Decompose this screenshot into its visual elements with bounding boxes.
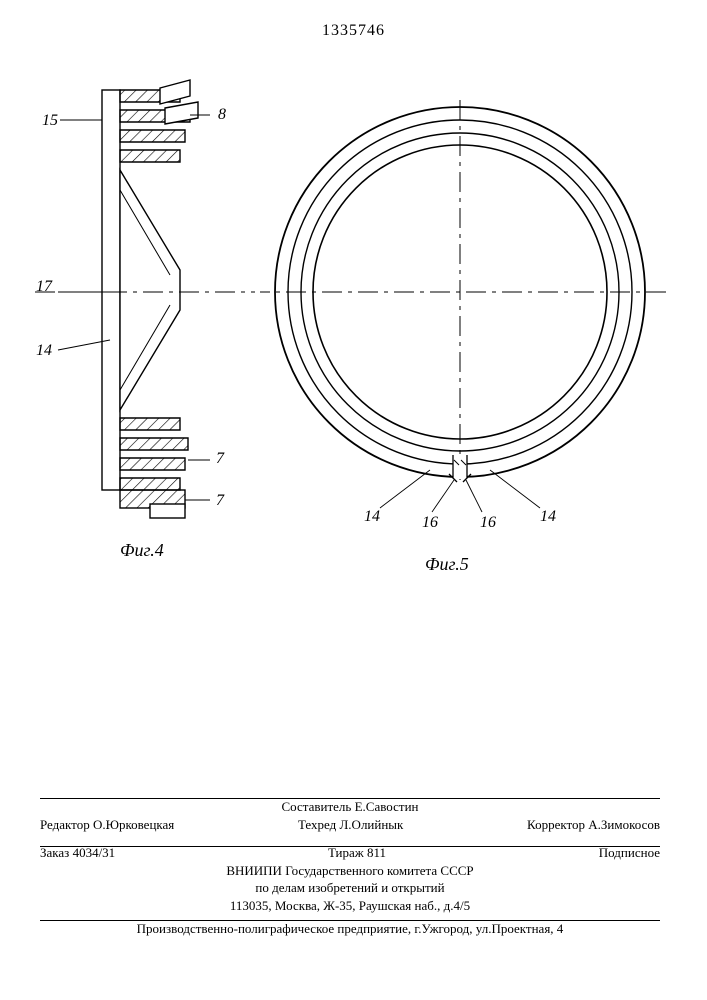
techred-label: Техред bbox=[298, 817, 336, 832]
callout-8: 8 bbox=[218, 106, 226, 124]
subscription: Подписное bbox=[599, 844, 660, 862]
printer-line: Производственно-полиграфическое предприя… bbox=[40, 920, 660, 938]
imprint-printer: Производственно-полиграфическое предприя… bbox=[40, 920, 660, 938]
org-line2: по делам изобретений и открытий bbox=[40, 879, 660, 897]
imprint-order: Заказ 4034/31 Тираж 811 Подписное ВНИИПИ… bbox=[40, 844, 660, 914]
compiler-name: Е.Савостин bbox=[355, 799, 419, 814]
callout-15: 15 bbox=[42, 112, 58, 130]
callout-14b: 14 bbox=[540, 508, 556, 526]
fig4-caption: Фиг.4 bbox=[120, 540, 164, 561]
editor-name: О.Юрковецкая bbox=[93, 817, 174, 832]
order-label: Заказ bbox=[40, 845, 69, 860]
org-address: 113035, Москва, Ж-35, Раушская наб., д.4… bbox=[40, 897, 660, 915]
techred-name: Л.Олийнык bbox=[339, 817, 403, 832]
corrector-label: Корректор bbox=[527, 817, 585, 832]
org-line1: ВНИИПИ Государственного комитета СССР bbox=[40, 862, 660, 880]
callout-14: 14 bbox=[36, 342, 52, 360]
circulation-number: 811 bbox=[367, 845, 386, 860]
document-number: 1335746 bbox=[0, 22, 707, 40]
fig5-svg bbox=[260, 60, 680, 530]
corrector-name: А.Зимокосов bbox=[588, 817, 660, 832]
callout-17: 17 bbox=[36, 278, 52, 296]
imprint-credits: Составитель Е.Савостин Редактор О.Юркове… bbox=[40, 798, 660, 833]
callout-7b: 7 bbox=[216, 492, 224, 510]
fig4-svg bbox=[30, 60, 260, 530]
order-number: 4034/31 bbox=[73, 845, 116, 860]
editor-label: Редактор bbox=[40, 817, 90, 832]
callout-7a: 7 bbox=[216, 450, 224, 468]
callout-16b: 16 bbox=[480, 514, 496, 532]
figure-area: 15 8 17 14 7 7 14 14 16 16 Фиг.4 Фиг.5 bbox=[30, 60, 680, 560]
fig5-caption: Фиг.5 bbox=[425, 554, 469, 575]
circulation-label: Тираж bbox=[328, 845, 364, 860]
callout-14a: 14 bbox=[364, 508, 380, 526]
callout-16a: 16 bbox=[422, 514, 438, 532]
compiler-label: Составитель bbox=[282, 799, 352, 814]
